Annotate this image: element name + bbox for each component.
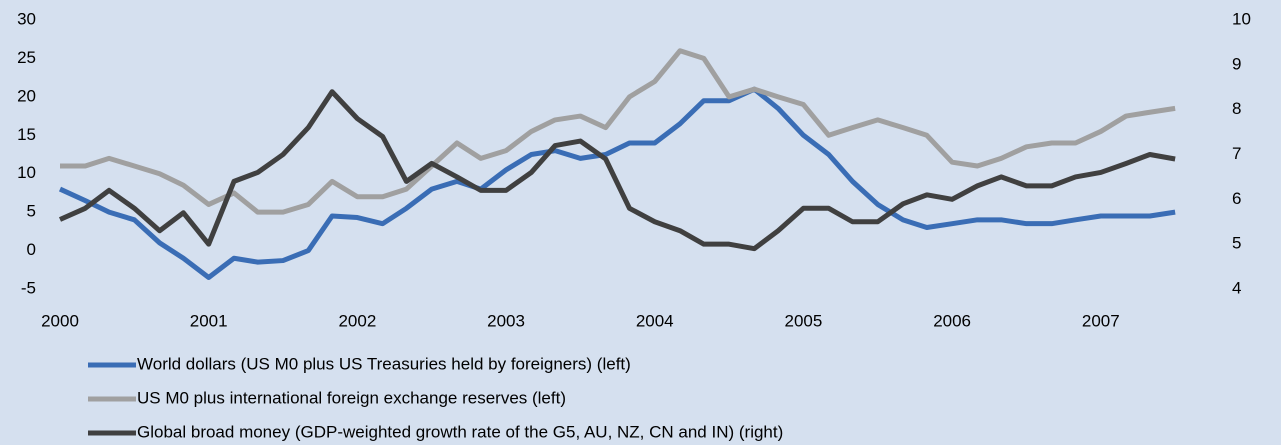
series-line	[58, 89, 1176, 252]
legend-label: World dollars (US M0 plus US Treasuries …	[137, 354, 631, 373]
y-tick-label: 25	[17, 48, 36, 67]
y-tick-label: 20	[17, 86, 36, 105]
x-tick-label: 2005	[785, 311, 823, 330]
legend-label: US M0 plus international foreign exchang…	[137, 388, 566, 407]
y2-tick-label: 10	[1232, 9, 1251, 28]
x-tick-label: 2003	[487, 311, 525, 330]
y-tick-label: -5	[21, 278, 36, 297]
y-tick-label: 0	[27, 240, 36, 259]
series-line	[58, 86, 1176, 280]
y-tick-label: 10	[17, 163, 36, 182]
y2-tick-label: 9	[1232, 54, 1241, 73]
y2-tick-label: 7	[1232, 144, 1241, 163]
x-tick-label: 2006	[933, 311, 971, 330]
x-tick-label: 2004	[636, 311, 674, 330]
series-line	[60, 48, 1176, 215]
y2-tick-label: 5	[1232, 234, 1241, 253]
y2-tick-label: 6	[1232, 189, 1241, 208]
y-tick-label: 15	[17, 125, 36, 144]
legend-label: Global broad money (GDP-weighted growth …	[137, 422, 783, 441]
y-tick-label: 30	[17, 9, 36, 28]
y2-tick-label: 4	[1232, 278, 1241, 297]
x-tick-label: 2007	[1082, 311, 1120, 330]
y2-tick-label: 8	[1232, 99, 1241, 118]
x-tick-label: 2002	[338, 311, 376, 330]
x-tick-label: 2000	[41, 311, 79, 330]
y-tick-label: 5	[27, 202, 36, 221]
x-tick-label: 2001	[190, 311, 228, 330]
